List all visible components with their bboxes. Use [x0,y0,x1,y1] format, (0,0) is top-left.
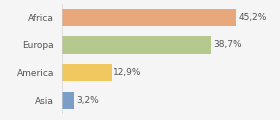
Bar [62,64,111,81]
Text: 3,2%: 3,2% [76,96,99,105]
Text: 12,9%: 12,9% [113,68,142,77]
Text: 38,7%: 38,7% [213,41,242,49]
Bar [62,36,211,54]
Bar [62,9,237,26]
Bar [62,92,74,109]
Text: 45,2%: 45,2% [238,13,267,22]
